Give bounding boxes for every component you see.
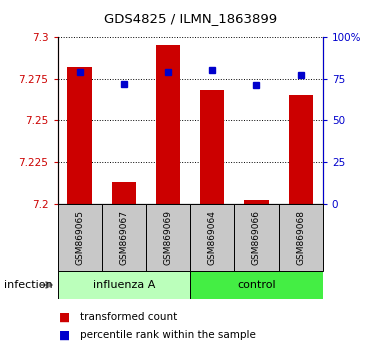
- Bar: [234, 204, 279, 271]
- Text: GSM869068: GSM869068: [296, 210, 305, 265]
- Text: ■: ■: [59, 310, 70, 323]
- Text: GSM869069: GSM869069: [164, 210, 173, 265]
- Text: GSM869064: GSM869064: [208, 210, 217, 265]
- Bar: [279, 204, 323, 271]
- Text: ■: ■: [59, 329, 70, 342]
- Bar: [68, 67, 92, 204]
- Bar: [200, 90, 224, 204]
- Text: control: control: [237, 280, 276, 290]
- Text: percentile rank within the sample: percentile rank within the sample: [80, 330, 256, 340]
- Text: GSM869067: GSM869067: [119, 210, 128, 265]
- Bar: [156, 45, 180, 204]
- Bar: [190, 204, 234, 271]
- Text: infection: infection: [4, 280, 52, 290]
- Bar: [58, 204, 102, 271]
- Text: transformed count: transformed count: [80, 312, 177, 322]
- Bar: [289, 95, 313, 204]
- Bar: [244, 200, 269, 204]
- Text: GSM869066: GSM869066: [252, 210, 261, 265]
- Bar: [102, 204, 146, 271]
- Bar: [58, 271, 190, 299]
- Bar: [146, 204, 190, 271]
- Bar: [112, 182, 136, 204]
- Bar: [190, 271, 323, 299]
- Text: GDS4825 / ILMN_1863899: GDS4825 / ILMN_1863899: [104, 12, 277, 25]
- Text: influenza A: influenza A: [93, 280, 155, 290]
- Text: GSM869065: GSM869065: [75, 210, 84, 265]
